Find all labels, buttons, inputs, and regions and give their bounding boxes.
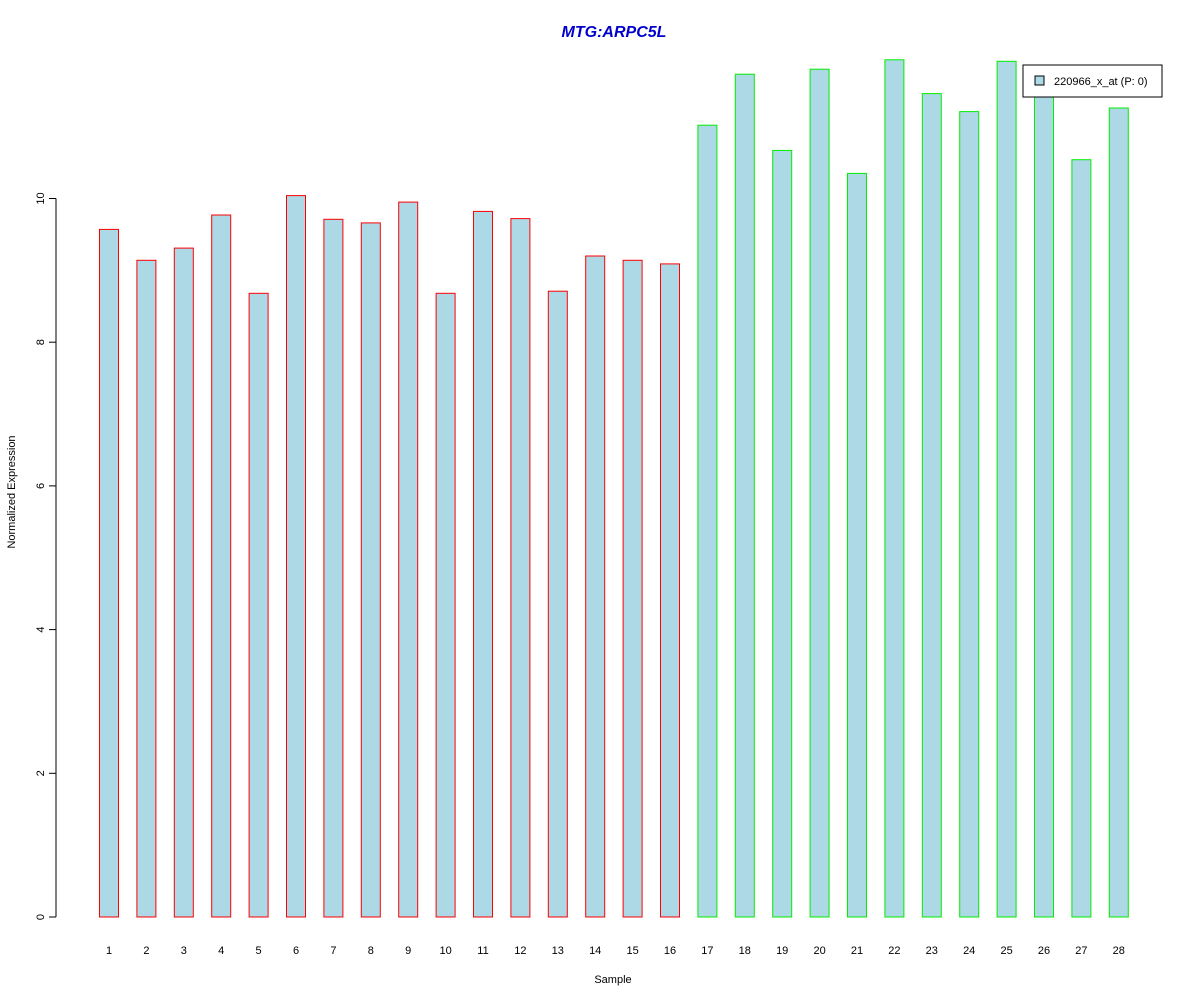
x-tick-label: 9 [405,945,411,957]
x-tick-label: 8 [368,945,374,957]
x-tick-label: 10 [439,945,451,957]
x-tick-label: 25 [1000,945,1012,957]
legend: 220966_x_at (P: 0) [1022,64,1163,98]
legend-swatch [1034,75,1045,86]
y-axis-label: Normalized Expression [6,435,18,548]
y-axis: 0 2 4 6 8 10 [35,192,57,920]
x-tick-label: 7 [330,945,336,957]
bar-sample-27 [1071,159,1092,918]
bar-sample-10 [435,292,456,918]
x-tick-label: 28 [1113,945,1125,957]
x-tick-label: 12 [514,945,526,957]
legend-box [1022,64,1163,98]
x-tick-label: 16 [664,945,676,957]
bar-sample-11 [473,210,493,918]
bar-sample-12 [510,218,531,918]
x-tick-label: 27 [1075,945,1087,957]
bar-sample-26 [1034,88,1054,918]
x-tick-label: 15 [626,945,638,957]
x-tick-label: 19 [776,945,788,957]
bar-sample-2 [136,259,157,918]
x-tick-label: 5 [256,945,262,957]
bar-sample-17 [697,124,718,918]
bar-sample-24 [959,111,980,918]
bar-sample-6 [286,195,306,918]
chart-title: MTG:ARPC5L [562,24,667,41]
x-tick-label: 18 [739,945,751,957]
bar-sample-9 [398,201,419,918]
bar-sample-25 [996,60,1017,918]
bar-sample-8 [360,222,381,918]
bars [99,59,1129,918]
bar-sample-1 [99,228,119,918]
y-tick-label: 8 [35,339,47,345]
legend-label: 220966_x_at (P: 0) [1054,76,1148,88]
bar-sample-28 [1108,107,1129,918]
bar-sample-23 [921,93,942,918]
bar-sample-7 [323,218,344,918]
x-axis-labels: 1 2 3 4 5 6 7 8 9 10 11 12 13 14 15 16 17 18 19 20 21 22 23 24 2… [106,945,1125,957]
bar-sample-16 [660,263,680,918]
bar-sample-19 [772,149,793,918]
y-tick-label: 10 [35,192,47,204]
bar-sample-5 [248,292,269,918]
x-tick-label: 1 [106,945,112,957]
bar-sample-21 [847,172,867,918]
x-tick-label: 6 [293,945,299,957]
bar-sample-20 [809,68,830,918]
y-tick-label: 0 [35,914,47,920]
x-tick-label: 23 [926,945,938,957]
bar-sample-3 [173,247,194,918]
y-tick-label: 6 [35,483,47,489]
x-tick-label: 2 [143,945,149,957]
bar-sample-18 [734,73,755,918]
x-tick-label: 13 [552,945,564,957]
x-tick-label: 21 [851,945,863,957]
x-tick-label: 22 [888,945,900,957]
bar-sample-4 [211,214,232,918]
x-tick-label: 20 [813,945,825,957]
x-tick-label: 14 [589,945,601,957]
y-tick-label: 2 [35,770,47,776]
x-tick-label: 17 [701,945,713,957]
bar-sample-14 [585,255,606,918]
bar-sample-13 [547,290,568,918]
x-tick-label: 3 [181,945,187,957]
y-tick-label: 4 [35,627,47,633]
bar-sample-22 [884,59,905,918]
x-tick-label: 26 [1038,945,1050,957]
x-axis-label: Sample [594,974,631,986]
x-tick-label: 4 [218,945,224,957]
x-tick-label: 24 [963,945,975,957]
x-tick-label: 11 [477,945,488,957]
bar-sample-15 [622,259,643,918]
